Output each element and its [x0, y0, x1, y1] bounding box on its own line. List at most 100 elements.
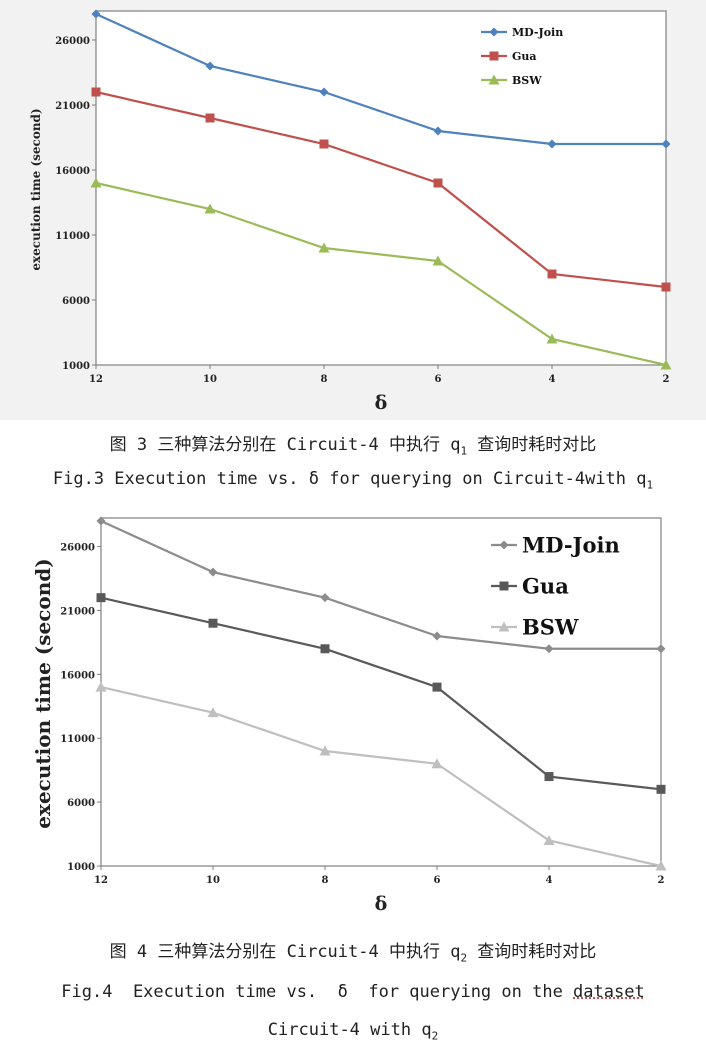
data-point-bsw — [655, 860, 667, 871]
data-point-md-join — [656, 644, 666, 654]
x-tick-label: 6 — [434, 875, 441, 886]
y-tick-label: 26000 — [55, 36, 90, 47]
y-tick-label: 6000 — [62, 296, 90, 307]
data-point-gua — [319, 139, 329, 149]
y-tick-label: 21000 — [60, 606, 95, 617]
y-tick-label: 21000 — [55, 101, 90, 112]
caption-text: Fig.4 Execution time vs. δ for querying … — [61, 982, 574, 1002]
x-tick-label: 4 — [546, 875, 553, 886]
figure-4-caption-english-line1: Fig.4 Execution time vs. δ for querying … — [0, 982, 706, 1002]
x-tick-label: 10 — [203, 374, 217, 385]
caption-subscript: 2 — [431, 1029, 439, 1043]
caption-text: 图 3 三种算法分别在 Circuit-4 中执行 q — [109, 435, 461, 455]
x-axis-label: δ — [375, 893, 388, 915]
data-point-bsw — [204, 203, 216, 214]
figure-3-caption-english: Fig.3 Execution time vs. δ for querying … — [0, 469, 706, 491]
y-tick-label: 26000 — [60, 543, 95, 554]
series-line-md-join — [95, 12, 666, 146]
data-point-md-join — [96, 516, 106, 526]
y-axis-label: execution time (second) — [29, 108, 43, 270]
data-point-bsw — [318, 242, 330, 253]
caption-text: 查询时耗时对比 — [467, 942, 597, 962]
x-tick-label: 10 — [206, 875, 220, 886]
y-tick-label: 11000 — [60, 734, 95, 745]
series-line-bsw — [100, 686, 662, 868]
y-tick-label: 16000 — [60, 670, 95, 681]
y-tick-label: 1000 — [62, 361, 90, 372]
data-point-gua — [208, 618, 218, 628]
caption-subscript: 2 — [460, 951, 468, 965]
legend-marker-bsw — [498, 621, 510, 632]
data-point-bsw — [207, 707, 219, 718]
data-point-gua — [661, 282, 671, 292]
y-tick-label: 6000 — [67, 798, 95, 809]
x-tick-label: 2 — [663, 374, 670, 385]
caption-text: 查询时耗时对比 — [467, 435, 597, 455]
caption-subscript: 1 — [646, 478, 654, 492]
y-axis-label: execution time (second) — [31, 558, 55, 828]
data-point-md-join — [432, 631, 442, 641]
data-point-md-join — [319, 87, 329, 97]
data-point-gua — [433, 178, 443, 188]
x-tick-label: 8 — [321, 374, 328, 385]
legend-marker-md-join — [489, 27, 499, 37]
data-point-bsw — [90, 177, 102, 188]
data-point-gua — [96, 593, 106, 603]
figure-4-caption-chinese: 图 4 三种算法分别在 Circuit-4 中执行 q2 查询时耗时对比 — [0, 937, 706, 964]
data-point-bsw — [543, 834, 555, 845]
x-tick-label: 4 — [549, 374, 556, 385]
chart-figure-3: 1000 6000 11000 16000 21000 26000 12 10 8 6 4 2 δ exe… — [0, 0, 706, 420]
data-point-md-join — [91, 9, 101, 19]
x-tick-label: 12 — [89, 374, 103, 385]
figure-4-caption-english-line2: Circuit-4 with q2 — [0, 1020, 706, 1042]
figure-4: 1000 6000 11000 16000 21000 26000 12 10 8 6 4 2 δ exe… — [0, 505, 706, 925]
x-tick-label: 8 — [322, 875, 329, 886]
legend-label: Gua — [522, 573, 569, 598]
x-tick-label: 2 — [658, 875, 665, 886]
series-line-bsw — [95, 181, 667, 367]
figure-3: 1000 6000 11000 16000 21000 26000 12 10 8 6 4 2 δ exe… — [0, 0, 706, 420]
data-point-gua — [544, 772, 554, 782]
legend-label: BSW — [512, 74, 542, 87]
y-tick-label: 11000 — [55, 231, 90, 242]
legend-label: MD-Join — [522, 532, 620, 557]
x-axis-label: δ — [375, 392, 388, 414]
data-point-gua — [656, 784, 666, 794]
data-point-gua — [547, 269, 557, 279]
data-point-md-join — [205, 61, 215, 71]
caption-text: 图 4 三种算法分别在 Circuit-4 中执行 q — [109, 942, 461, 962]
plot-area — [95, 10, 667, 366]
caption-text: Circuit-4 with q — [267, 1020, 432, 1040]
series-line-gua — [95, 90, 667, 289]
series-line-md-join — [100, 519, 661, 650]
caption-text: Fig.3 Execution time vs. δ for querying … — [52, 469, 647, 489]
data-point-gua — [432, 682, 442, 692]
data-point-md-join — [661, 139, 671, 149]
data-point-bsw — [319, 745, 331, 756]
data-point-bsw — [660, 359, 672, 370]
caption-text-dotted: dataset — [573, 982, 645, 1002]
legend-marker-bsw — [488, 74, 500, 85]
legend-label: Gua — [512, 50, 537, 63]
chart-figure-4: 1000 6000 11000 16000 21000 26000 12 10 8 6 4 2 δ exe… — [0, 505, 706, 925]
data-point-md-join — [544, 644, 554, 654]
data-point-md-join — [320, 593, 330, 603]
x-tick-label: 12 — [94, 875, 108, 886]
data-point-bsw — [431, 758, 443, 769]
legend-marker-gua — [499, 581, 509, 591]
data-point-gua — [320, 644, 330, 654]
data-point-md-join — [547, 139, 557, 149]
data-point-bsw — [432, 255, 444, 266]
data-point-gua — [91, 87, 101, 97]
y-tick-label: 16000 — [55, 166, 90, 177]
figure-3-caption-chinese: 图 3 三种算法分别在 Circuit-4 中执行 q1 查询时耗时对比 — [0, 430, 706, 457]
x-tick-label: 6 — [435, 374, 442, 385]
legend-marker-md-join — [499, 540, 509, 550]
data-point-md-join — [433, 126, 443, 136]
plot-area — [100, 517, 662, 867]
series-line-gua — [100, 596, 662, 791]
legend-marker-gua — [489, 51, 499, 61]
data-point-bsw — [95, 681, 107, 692]
data-point-md-join — [208, 567, 218, 577]
data-point-gua — [205, 113, 215, 123]
